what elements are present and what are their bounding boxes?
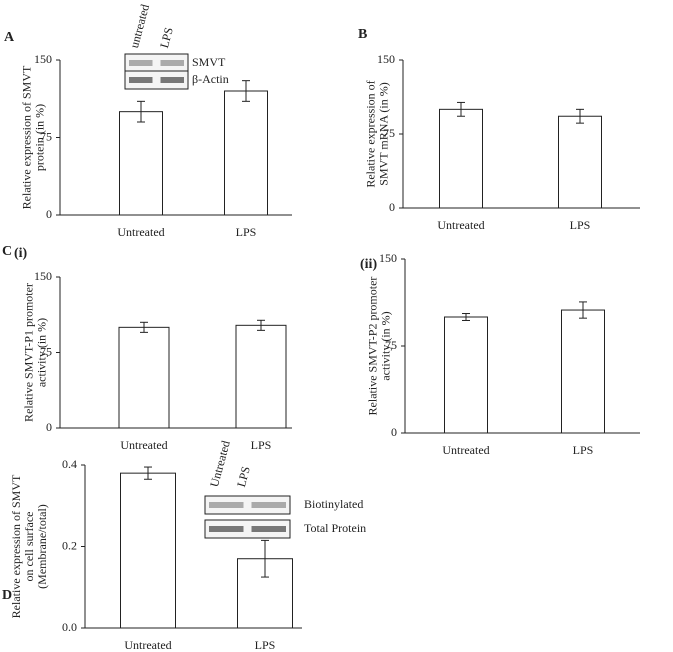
blot-band <box>129 60 153 66</box>
x-tick-label: LPS <box>255 638 276 652</box>
blot-frame <box>124 70 189 90</box>
bar <box>439 108 483 209</box>
band-label: β-Actin <box>192 72 229 86</box>
bar <box>120 472 176 629</box>
error-bar <box>137 100 145 123</box>
x-tick-label: Untreated <box>437 218 484 232</box>
lane-label: LPS <box>157 26 176 50</box>
error-bar <box>242 80 250 102</box>
y-tick-label: 0 <box>389 200 395 214</box>
y-tick-label: 150 <box>377 52 395 66</box>
y-tick-label: 150 <box>34 269 52 283</box>
subpanel-label: (ii) <box>360 257 377 272</box>
panel-label: D <box>2 588 12 603</box>
y-axis-label: SMVT mRNA (in %) <box>376 82 390 185</box>
x-tick-label: Untreated <box>120 438 167 452</box>
error-bar <box>140 321 148 333</box>
blot-band <box>160 77 184 83</box>
x-tick-label: LPS <box>573 443 594 457</box>
x-tick-label: LPS <box>570 218 591 232</box>
blot-band <box>251 502 286 508</box>
blot-band <box>160 60 184 66</box>
y-tick-label: 0.4 <box>62 457 77 471</box>
y-tick-label: 0.2 <box>62 538 77 552</box>
y-tick-label: 150 <box>379 251 397 265</box>
y-tick-label: 0 <box>46 207 52 221</box>
bar <box>224 90 268 216</box>
panel-label: B <box>358 27 367 42</box>
y-axis-label: Relative SMVT-P2 promoter <box>365 277 379 416</box>
y-tick-label: 150 <box>34 52 52 66</box>
bar <box>235 324 287 429</box>
panel-label: A <box>4 30 15 45</box>
y-axis-label: protein (in %) <box>32 104 46 171</box>
error-bar <box>576 108 584 124</box>
y-axis-label: activity (in %) <box>378 311 392 380</box>
panel-label: C <box>2 244 12 259</box>
error-bar <box>457 101 465 117</box>
error-bar <box>261 539 269 578</box>
lane-label: LPS <box>234 465 253 489</box>
y-tick-label: 0 <box>46 420 52 434</box>
x-tick-label: LPS <box>251 438 272 452</box>
blot-band <box>209 526 244 532</box>
y-axis-label: Relative expression of <box>363 80 377 187</box>
x-tick-label: LPS <box>236 225 257 239</box>
y-axis-label: Relative expression of SMVT <box>19 65 33 209</box>
subpanel-label: (i) <box>14 246 28 261</box>
y-tick-label: 75 <box>40 344 52 358</box>
blot-frame <box>204 495 291 515</box>
bar <box>561 309 605 434</box>
y-tick-label: 0 <box>391 425 397 439</box>
lane-label: untreated <box>127 3 152 50</box>
error-bar <box>462 313 470 321</box>
bar <box>118 326 170 429</box>
band-label: SMVT <box>192 55 226 69</box>
y-tick-label: 75 <box>40 129 52 143</box>
y-tick-label: 75 <box>383 126 395 140</box>
y-tick-label: 75 <box>385 338 397 352</box>
band-label: Total Protein <box>304 521 366 535</box>
bar <box>119 111 163 216</box>
blot-band <box>251 526 286 532</box>
y-tick-label: 0.0 <box>62 620 77 634</box>
error-bar <box>579 301 587 319</box>
blot-frame <box>204 519 291 539</box>
y-axis-label: Relative SMVT-P1 promoter <box>21 283 35 422</box>
y-axis-label: Relative expression of SMVT <box>9 474 23 618</box>
y-axis-label: activity (in %) <box>34 318 48 387</box>
error-bar <box>144 466 152 480</box>
x-tick-label: Untreated <box>442 443 489 457</box>
blot-band <box>129 77 153 83</box>
y-axis-label: (Membrane/total) <box>35 504 49 589</box>
bar <box>444 316 488 434</box>
lane-label: Untreated <box>207 439 233 488</box>
band-label: Biotinylated <box>304 497 363 511</box>
x-tick-label: Untreated <box>117 225 164 239</box>
y-axis-label: on cell surface <box>22 512 36 582</box>
x-tick-label: Untreated <box>124 638 171 652</box>
blot-band <box>209 502 244 508</box>
error-bar <box>257 319 265 331</box>
bar <box>558 115 602 209</box>
